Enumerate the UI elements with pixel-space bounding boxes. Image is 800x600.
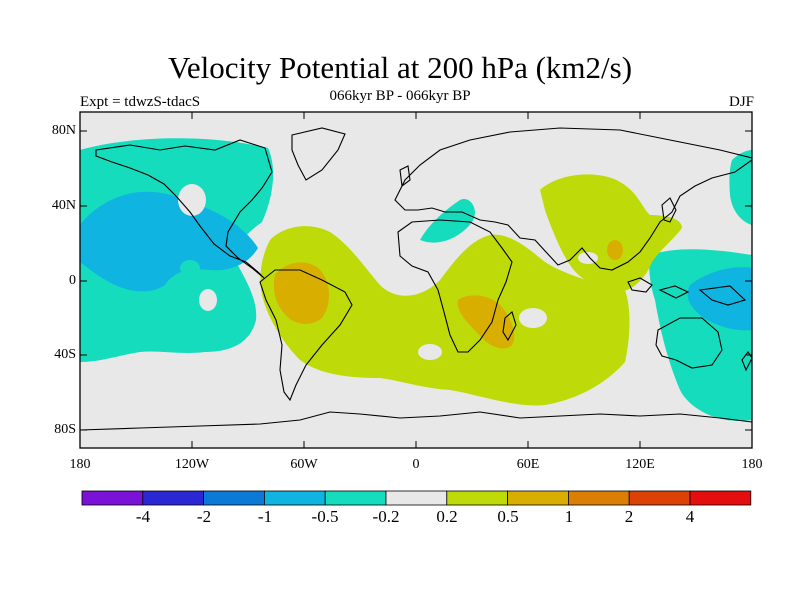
colorbar-label: -0.2 xyxy=(372,507,400,526)
colorbar-label: -0.5 xyxy=(311,507,339,526)
colorbar-label: 2 xyxy=(624,507,634,526)
neutral-hole-5 xyxy=(519,308,547,328)
lon-label-60w: 60W xyxy=(290,457,318,472)
colorbar-label: 4 xyxy=(685,507,695,526)
experiment-label: Expt = tdwzS-tdacS xyxy=(80,94,201,110)
neutral-hole-6 xyxy=(578,252,598,264)
colorbar-label: -4 xyxy=(135,507,151,526)
colorbar-box xyxy=(689,490,752,506)
lat-label-80n: 80N xyxy=(51,123,76,138)
neutral-hole-1 xyxy=(178,184,206,216)
axis-ticks xyxy=(80,112,752,448)
plot-title: Velocity Potential at 200 hPa (km2/s) xyxy=(167,50,633,85)
lon-label-180w: 180 xyxy=(69,457,91,472)
colorbar-box xyxy=(446,490,508,506)
coastlines xyxy=(80,127,752,431)
pos-mod-east-africa xyxy=(457,295,515,349)
colorbar-label: -1 xyxy=(257,507,273,526)
lon-label-120w: 120W xyxy=(174,457,210,472)
colorbar-box xyxy=(507,490,569,506)
season-label: DJF xyxy=(728,94,754,110)
lon-label-120e: 120E xyxy=(625,457,655,472)
colorbar-box xyxy=(324,490,387,506)
neutral-hole-4 xyxy=(418,344,442,360)
colorbar-box xyxy=(81,490,144,506)
colorbar-label: 0.5 xyxy=(497,507,519,526)
colorbar-label: 1 xyxy=(564,507,574,526)
colorbar-box xyxy=(142,490,205,506)
pos-weak-asia xyxy=(540,174,682,292)
colorbar-label: -2 xyxy=(196,507,212,526)
pos-mod-southeast-asia xyxy=(607,240,623,260)
pos-mod-south-america xyxy=(273,262,330,324)
lat-label-40n: 40N xyxy=(51,198,76,213)
colorbar-box xyxy=(628,490,691,506)
lon-label-0: 0 xyxy=(412,457,420,472)
colorbar-box xyxy=(568,490,630,506)
neutral-hole-3 xyxy=(180,260,200,276)
colorbar xyxy=(81,490,752,506)
colorbar-box xyxy=(263,490,326,506)
plot-subtitle: 066kyr BP - 066kyr BP xyxy=(329,88,471,104)
lat-label-80s: 80S xyxy=(54,422,76,437)
neg-mod-pacific-band xyxy=(80,191,258,292)
lon-label-60e: 60E xyxy=(516,457,540,472)
neutral-hole-2 xyxy=(199,289,217,311)
lat-label-40s: 40S xyxy=(54,347,76,362)
colorbar-label: 0.2 xyxy=(436,507,458,526)
neg-mod-west-pacific xyxy=(687,267,752,331)
colorbar-box xyxy=(203,490,265,506)
colorbar-box xyxy=(385,490,448,506)
lon-label-180e: 180 xyxy=(741,457,763,472)
lat-label-0: 0 xyxy=(69,273,76,288)
